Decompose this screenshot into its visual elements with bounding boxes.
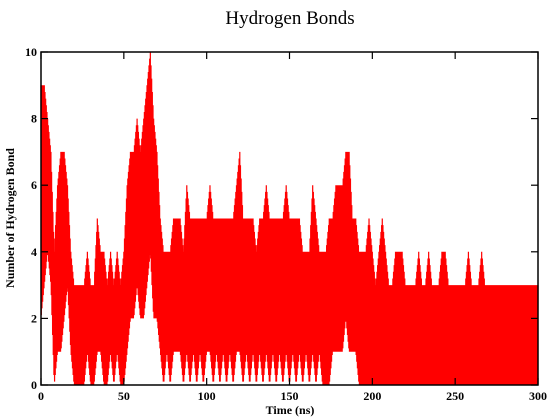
- x-tick-label-300: 300: [529, 389, 547, 403]
- y-tick-label-2: 2: [31, 311, 37, 325]
- y-tick-label-0: 0: [31, 378, 37, 392]
- y-tick-label-8: 8: [31, 112, 37, 126]
- x-tick-label-250: 250: [446, 389, 464, 403]
- chart-title: Hydrogen Bonds: [225, 8, 354, 29]
- x-tick-label-100: 100: [198, 389, 216, 403]
- plot-series: [40, 51, 539, 386]
- y-tick-label-10: 10: [25, 45, 37, 59]
- y-tick-label-6: 6: [31, 178, 37, 192]
- x-tick-label-0: 0: [38, 389, 44, 403]
- x-tick-label-150: 150: [281, 389, 299, 403]
- series-line-0: [40, 51, 539, 386]
- y-tick-label-4: 4: [31, 245, 37, 259]
- y-axis-ticks: 0 2 4 6 8 10: [25, 45, 538, 392]
- x-tick-label-50: 50: [118, 389, 130, 403]
- x-axis-ticks: 0 50 100 150 200 250 300: [38, 52, 547, 403]
- x-axis-label: Time (ns): [266, 403, 315, 417]
- x-tick-label-200: 200: [363, 389, 381, 403]
- y-axis-label: Number of Hydrogen Bond: [3, 148, 17, 288]
